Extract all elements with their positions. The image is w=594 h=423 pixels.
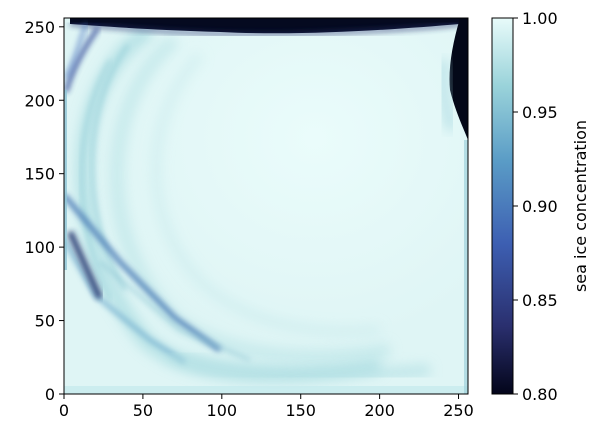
arc-line-2 [80, 59, 112, 301]
x-tick-label: 100 [207, 401, 238, 420]
y-tick-label: 50 [35, 312, 55, 331]
arc-band-inner [151, 51, 381, 337]
x-tick-label: 0 [59, 401, 69, 420]
colorbar: 0.80 0.85 0.90 0.95 1.00 sea ice concentrati… [491, 9, 590, 404]
left-upper-streak-2 [64, 23, 88, 79]
colorbar-tick-label: 0.90 [522, 197, 558, 216]
left-upper-streak-1 [64, 26, 100, 93]
y-tick-label: 150 [24, 165, 55, 184]
right-edge-glow [437, 59, 457, 132]
y-tick-label: 100 [24, 238, 55, 257]
x-axis: 0 50 100 150 200 250 [59, 394, 474, 420]
left-edge-band [64, 90, 67, 270]
y-tick-label: 250 [24, 18, 55, 37]
diagonal-band-4 [99, 260, 251, 362]
diagonal-band-3 [67, 230, 103, 300]
y-tick-label: 200 [24, 91, 55, 110]
bottom-edge-band [64, 386, 468, 394]
diagonal-band-1 [64, 193, 222, 353]
top-band-edge [69, 22, 461, 37]
right-dark-edge [449, 18, 468, 140]
x-tick-label: 250 [443, 401, 474, 420]
x-tick-label: 50 [133, 401, 153, 420]
heatmap-field [64, 18, 468, 394]
colorbar-ticks: 0.80 0.85 0.90 0.95 1.00 [513, 9, 558, 404]
arc-line-1 [90, 44, 130, 291]
colorbar-tick-label: 1.00 [522, 9, 558, 28]
colorbar-gradient [491, 17, 514, 395]
y-axis: 0 50 100 150 200 250 [24, 18, 64, 404]
y-tick-label: 0 [45, 385, 55, 404]
plot-frame [63, 17, 469, 395]
x-tick-label: 150 [285, 401, 316, 420]
diagonal-band-2 [64, 239, 187, 364]
colorbar-tick-label: 0.85 [522, 291, 558, 310]
colorbar-tick-label: 0.80 [522, 385, 558, 404]
x-tick-label: 200 [364, 401, 395, 420]
top-dark-band [70, 18, 460, 34]
colorbar-tick-label: 0.95 [522, 103, 558, 122]
colorbar-label: sea ice concentration [571, 120, 590, 292]
bottom-arc-band [168, 349, 431, 382]
right-edge-strip [464, 140, 468, 394]
